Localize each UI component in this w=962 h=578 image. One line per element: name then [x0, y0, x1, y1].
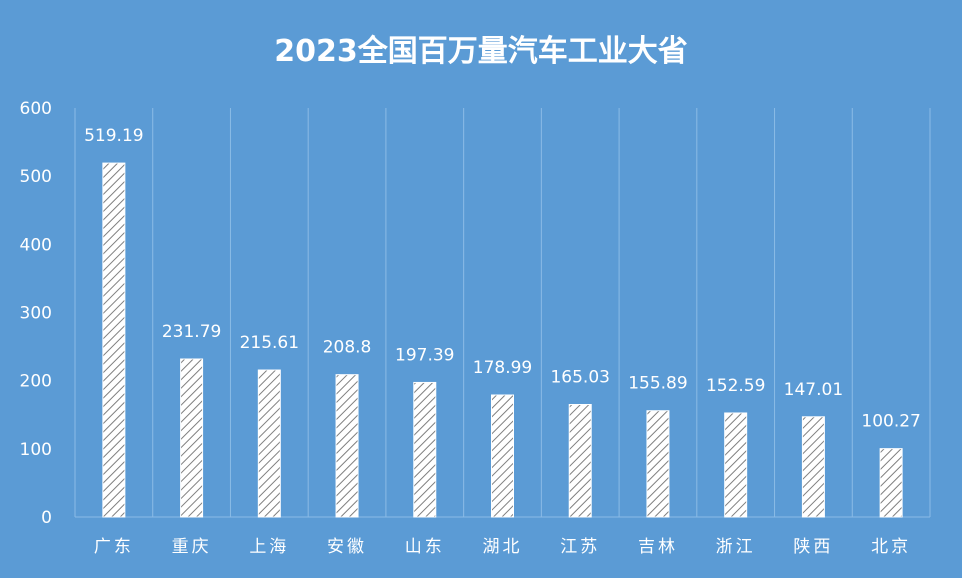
data-label: 155.89: [628, 374, 687, 394]
y-axis: 0 100 200 300 400 500 600: [20, 99, 52, 528]
y-tick-label: 100: [20, 440, 52, 460]
bar-9: [724, 412, 748, 518]
bar-4: [335, 374, 359, 518]
bar-3: [257, 369, 281, 518]
data-label: 147.01: [784, 380, 843, 400]
x-tick-label: 北京: [871, 537, 911, 557]
data-label: 197.39: [395, 345, 454, 365]
data-label: 208.8: [323, 338, 372, 358]
x-tick-label: 江苏: [560, 537, 600, 557]
y-tick-label: 400: [20, 235, 52, 255]
y-tick-label: 0: [41, 508, 52, 528]
y-tick-label: 500: [20, 167, 52, 187]
bar-5: [413, 381, 437, 518]
x-tick-label: 陕西: [793, 537, 833, 557]
data-label: 215.61: [240, 333, 299, 353]
bar-6: [491, 394, 514, 518]
bar-11: [879, 448, 903, 518]
bar-8: [646, 410, 670, 518]
data-label: 178.99: [473, 358, 532, 378]
bar-10: [801, 416, 825, 518]
x-tick-label: 浙江: [716, 537, 756, 557]
data-label: 165.03: [550, 368, 609, 388]
data-label: 152.59: [706, 376, 765, 396]
x-tick-label: 重庆: [172, 537, 212, 557]
y-tick-label: 300: [20, 304, 52, 324]
x-tick-label: 湖北: [483, 537, 523, 557]
chart-title: 2023全国百万量汽车工业大省: [274, 34, 688, 69]
y-tick-label: 200: [20, 372, 52, 392]
data-label: 231.79: [162, 322, 221, 342]
y-tick-label: 600: [20, 99, 52, 119]
bar-2: [180, 358, 204, 518]
x-tick-label: 吉林: [638, 537, 678, 557]
x-tick-label: 广东: [94, 537, 134, 557]
x-tick-label: 安徽: [327, 537, 367, 557]
x-axis: 广东 重庆 上海 安徽 山东 湖北 江苏 吉林 浙江 陕西 北京: [94, 537, 911, 557]
data-label: 100.27: [861, 412, 920, 432]
data-labels: 519.19 231.79 215.61 208.8 197.39 178.99 165.0…: [84, 126, 921, 432]
bar-7: [568, 404, 592, 518]
x-tick-label: 上海: [249, 537, 289, 557]
bars: [102, 162, 903, 518]
data-label: 519.19: [84, 126, 143, 146]
bar-1: [102, 162, 126, 518]
x-tick-label: 山东: [405, 537, 445, 557]
